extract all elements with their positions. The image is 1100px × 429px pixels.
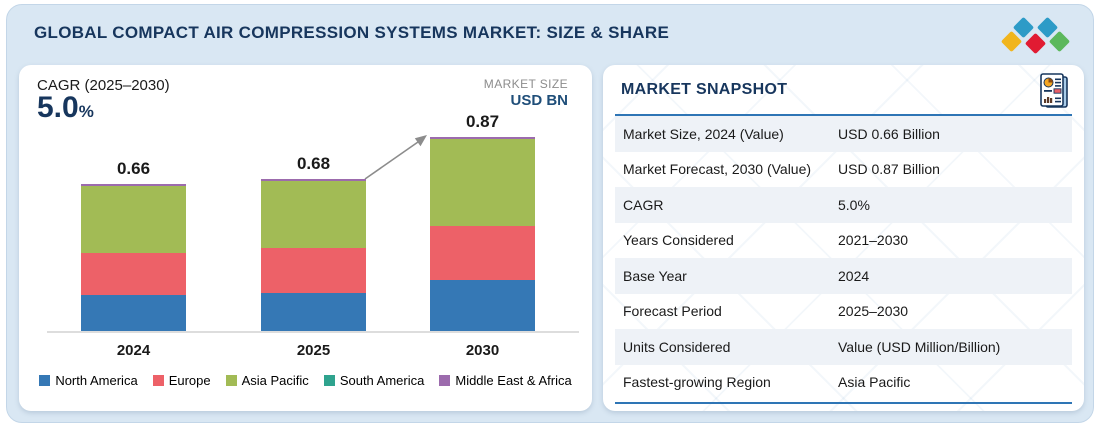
snapshot-top-divider bbox=[615, 114, 1072, 116]
legend-item-south-america: South America bbox=[323, 373, 425, 388]
legend-swatch-middle-east-africa-icon bbox=[439, 375, 451, 386]
row-label: Market Forecast, 2030 (Value) bbox=[623, 161, 812, 178]
bar-total-1: 0.68 bbox=[296, 154, 331, 173]
market-snapshot-panel: MARKET SNAPSHOT Market S bbox=[603, 65, 1084, 411]
background-frame: GLOBAL COMPACT AIR COMPRESSION SYSTEMS M… bbox=[6, 4, 1094, 423]
report-document-icon bbox=[1040, 73, 1068, 108]
x-tick-2025: 2025 bbox=[296, 342, 331, 359]
row-value: 2024 bbox=[838, 267, 870, 284]
chart-legend: North America Europe Asia Pacific South … bbox=[19, 373, 592, 388]
bar-segment-north-america-2024 bbox=[81, 295, 186, 331]
legend-item-middle-east-africa: Middle East & Africa bbox=[439, 373, 572, 388]
bar-segment-europe-2030 bbox=[430, 226, 535, 280]
table-row-cagr: CAGR 5.0% bbox=[615, 187, 1072, 223]
bar-segment-asia-pacific-2025 bbox=[261, 181, 366, 248]
snapshot-bottom-divider bbox=[615, 402, 1072, 404]
table-row-fastest-growing-region: Fastest-growing Region Asia Pacific bbox=[615, 365, 1072, 401]
row-label: Forecast Period bbox=[623, 303, 722, 320]
bar-segment-europe-2025 bbox=[261, 248, 366, 293]
row-label: CAGR bbox=[623, 196, 664, 213]
row-value: Asia Pacific bbox=[838, 374, 911, 391]
x-tick-2030: 2030 bbox=[465, 342, 500, 359]
logo-diamond-red-icon bbox=[1024, 32, 1047, 55]
cagr-value: 5.0% bbox=[37, 91, 94, 125]
row-value: 5.0% bbox=[838, 196, 870, 213]
market-size-unit: USD BN bbox=[510, 92, 568, 109]
legend-label-asia-pacific: Asia Pacific bbox=[241, 373, 309, 388]
legend-label-north-america: North America bbox=[55, 373, 138, 388]
row-label: Base Year bbox=[623, 267, 687, 284]
legend-swatch-europe-icon bbox=[152, 375, 164, 386]
page-title: GLOBAL COMPACT AIR COMPRESSION SYSTEMS M… bbox=[34, 23, 670, 42]
bar-segment-middle-east-africa-2024 bbox=[81, 184, 186, 186]
legend-label-europe: Europe bbox=[168, 373, 211, 388]
market-size-caption: MARKET SIZE bbox=[483, 77, 568, 91]
bar-segment-asia-pacific-2024 bbox=[81, 186, 186, 253]
legend-swatch-south-america-icon bbox=[323, 375, 335, 386]
table-row-base-year: Base Year 2024 bbox=[615, 258, 1072, 294]
row-label: Fastest-growing Region bbox=[623, 374, 771, 391]
bar-total-0: 0.66 bbox=[116, 159, 151, 178]
cagr-period-label: CAGR (2025–2030) bbox=[37, 77, 170, 94]
bar-segment-middle-east-africa-2030 bbox=[430, 137, 535, 139]
row-value: Value (USD Million/Billion) bbox=[838, 338, 1001, 355]
brand-logo-diamonds-icon bbox=[1000, 16, 1071, 57]
bar-segment-asia-pacific-2030 bbox=[430, 139, 535, 226]
table-row-units-considered: Units Considered Value (USD Million/Bill… bbox=[615, 329, 1072, 365]
x-axis-line bbox=[47, 331, 579, 333]
row-label: Market Size, 2024 (Value) bbox=[623, 125, 784, 142]
legend-label-middle-east-africa: Middle East & Africa bbox=[455, 373, 572, 388]
chart-panel: CAGR (2025–2030) 5.0% MARKET SIZE USD BN… bbox=[19, 65, 592, 411]
legend-item-north-america: North America bbox=[39, 373, 138, 388]
row-label: Years Considered bbox=[623, 232, 734, 249]
table-row-years-considered: Years Considered 2021–2030 bbox=[615, 223, 1072, 259]
plot-area: 0.66 0.68 0.87 2024 2025 2030 bbox=[19, 65, 592, 411]
bar-segment-middle-east-africa-2025 bbox=[261, 179, 366, 181]
snapshot-title: MARKET SNAPSHOT bbox=[621, 81, 788, 98]
row-label: Units Considered bbox=[623, 338, 731, 355]
row-value: USD 0.66 Billion bbox=[838, 125, 940, 142]
bar-total-2: 0.87 bbox=[465, 112, 500, 131]
bar-segment-north-america-2025 bbox=[261, 293, 366, 331]
legend-item-europe: Europe bbox=[152, 373, 211, 388]
table-row-market-size: Market Size, 2024 (Value) USD 0.66 Billi… bbox=[615, 116, 1072, 152]
table-row-market-forecast: Market Forecast, 2030 (Value) USD 0.87 B… bbox=[615, 152, 1072, 188]
x-tick-2024: 2024 bbox=[116, 342, 151, 359]
legend-swatch-north-america-icon bbox=[39, 375, 51, 386]
cagr-percent-sign: % bbox=[78, 102, 94, 121]
cagr-number: 5.0 bbox=[37, 91, 79, 124]
table-row-forecast-period: Forecast Period 2025–2030 bbox=[615, 294, 1072, 330]
logo-diamond-green-icon bbox=[1048, 30, 1071, 53]
bar-segment-north-america-2030 bbox=[430, 280, 535, 331]
legend-label-south-america: South America bbox=[339, 373, 425, 388]
snapshot-table: Market Size, 2024 (Value) USD 0.66 Billi… bbox=[615, 116, 1072, 400]
legend-swatch-asia-pacific-icon bbox=[225, 375, 237, 386]
bar-segment-europe-2024 bbox=[81, 253, 186, 295]
row-value: USD 0.87 Billion bbox=[838, 161, 940, 178]
legend-item-asia-pacific: Asia Pacific bbox=[225, 373, 309, 388]
row-value: 2021–2030 bbox=[838, 232, 909, 249]
row-value: 2025–2030 bbox=[838, 303, 909, 320]
